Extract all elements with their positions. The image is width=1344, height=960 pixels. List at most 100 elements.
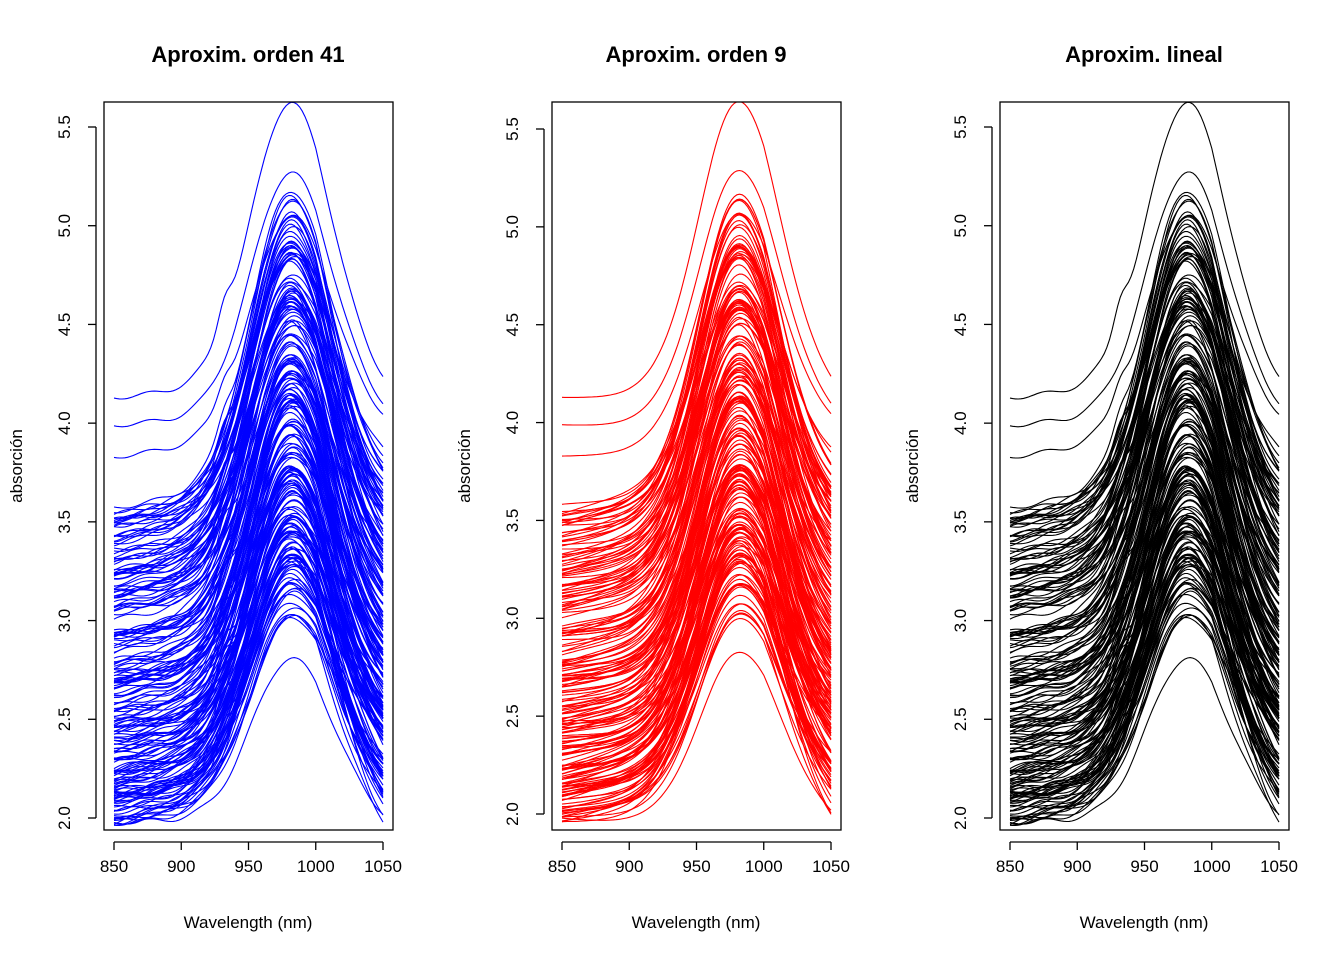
panel-2-series-line-191 xyxy=(561,375,832,610)
panel-2-y-tick-label: 5.5 xyxy=(503,117,522,141)
panel-1-y-tick-label: 3.5 xyxy=(55,510,74,534)
panel-3-series-line-164 xyxy=(1009,246,1280,524)
panel-3-series-line-185 xyxy=(1009,435,1280,738)
panel-2-series-line-205 xyxy=(561,573,832,790)
panel-2-y-tick-label: 2.0 xyxy=(503,802,522,826)
panel-1-series-line-160 xyxy=(113,557,384,808)
panel-1-series-line-164 xyxy=(113,246,384,524)
panel-3-series-line-156 xyxy=(1009,434,1280,677)
panel-3-series-line-3 xyxy=(1009,214,1280,459)
panel-1-series-line-193 xyxy=(113,593,384,800)
panel-1-series-line-91 xyxy=(113,358,384,598)
panel-3-plot-frame xyxy=(999,101,1290,831)
panel-2-title: Aproxim. orden 9 xyxy=(606,42,787,67)
panel-2-y-tick-label: 5.0 xyxy=(503,215,522,239)
panel-3-series-line-162 xyxy=(1010,257,1280,587)
panel-2-series-line-175 xyxy=(561,362,832,627)
panel-1-series-line-3 xyxy=(113,214,384,459)
panel-1-series-line-197 xyxy=(114,516,384,784)
panel-2-series-line-2 xyxy=(561,169,832,426)
panel-2-series-line-3 xyxy=(561,213,832,457)
panel-2-series-line-192 xyxy=(561,343,832,652)
panel-2-series-line-209 xyxy=(561,300,832,558)
panel-1-title: Aproxim. orden 41 xyxy=(151,42,344,67)
panel-2-series-line-212 xyxy=(561,496,832,719)
panel-2-series-line-177 xyxy=(561,391,832,696)
panel-3-series-line-198 xyxy=(1009,223,1280,538)
panel-3-x-tick-label: 1000 xyxy=(1193,857,1231,876)
panel-1-series-line-99 xyxy=(113,281,384,528)
panel-3-y-tick-label: 5.0 xyxy=(951,214,970,238)
panel-3-series-line-173 xyxy=(1009,341,1280,611)
panel-1-x-tick-label: 900 xyxy=(167,857,195,876)
panel-3-y-tick-label: 4.5 xyxy=(951,313,970,337)
panel-3-series-line-136 xyxy=(1009,200,1280,509)
panel-1-series-line-214 xyxy=(114,512,384,796)
panel-3-y-axis: 2.0 2.5 3.0 3.5 4.0 4.5 5.0 5.5 xyxy=(951,115,993,830)
panel-2-x-axis-label: Wavelength (nm) xyxy=(632,913,761,932)
panel-3-x-tick-label: 1050 xyxy=(1260,857,1298,876)
panel-3-series-line-2 xyxy=(1009,171,1280,428)
panel-1-y-tick-label: 3.0 xyxy=(55,609,74,633)
panel-2-series-line-210 xyxy=(561,422,832,728)
panel-1-series-line-181 xyxy=(113,357,384,659)
panel-2-series-line-183 xyxy=(561,212,832,542)
panel-3-series-line-194 xyxy=(1010,482,1280,749)
panel-2-series-line-155 xyxy=(561,396,832,682)
panel-2-x-tick-label: 900 xyxy=(615,857,643,876)
panel-1-x-axis: 850 900 950 1000 1050 xyxy=(100,841,402,876)
panel-1-x-tick-label: 1050 xyxy=(364,857,402,876)
panel-2-series-line-185 xyxy=(561,432,832,733)
panel-3-series-line-181 xyxy=(1009,357,1280,659)
panel-1-series-line-156 xyxy=(113,434,384,677)
panel-1-series-line-95 xyxy=(113,425,384,712)
panel-2-series-line-188 xyxy=(561,304,832,579)
panel-2-y-tick-label: 4.5 xyxy=(503,313,522,337)
panel-3-y-tick-label: 5.5 xyxy=(951,115,970,139)
panel-1-x-tick-label: 850 xyxy=(100,857,128,876)
panel-3-series-line-211 xyxy=(1009,334,1280,576)
panel-3-series-line-55 xyxy=(1009,475,1280,695)
panel-3-series-line-212 xyxy=(1010,499,1280,722)
panel-1-series-line-186 xyxy=(113,442,384,680)
panel-1-x-axis-label: Wavelength (nm) xyxy=(184,913,313,932)
panel-1-y-tick-label: 5.5 xyxy=(55,115,74,139)
panel-1-y-axis: 2.0 2.5 3.0 3.5 4.0 4.5 5.0 5.5 xyxy=(55,115,97,830)
panel-2-series-line-213 xyxy=(561,583,832,800)
panel-3-series-line-195 xyxy=(1009,468,1280,761)
panel-1-series-line-162 xyxy=(114,257,384,587)
panel-2-series-line-202 xyxy=(561,245,832,546)
panel-1-y-axis-label: absorción xyxy=(7,429,26,503)
panel-1-series-line-206 xyxy=(113,492,384,759)
panel-2-series-line-214 xyxy=(561,508,832,791)
panel-3-y-tick-label: 2.5 xyxy=(951,707,970,731)
panel-1-series-line-158 xyxy=(113,451,384,750)
panel-2-series-line-206 xyxy=(561,488,832,754)
panel-1-series-line-145 xyxy=(113,530,384,736)
panel-3-x-axis: 850 900 950 1000 1050 xyxy=(996,841,1298,876)
panel-1-series-line-205 xyxy=(113,572,384,793)
panel-1-y-tick-label: 5.0 xyxy=(55,214,74,238)
panel-2-series-line-199 xyxy=(561,323,832,556)
panel-1-curves xyxy=(113,102,384,827)
panel-1-series-line-88 xyxy=(113,602,384,796)
panel-2-series-line-207 xyxy=(561,512,832,797)
panel-1-y-tick-label: 2.5 xyxy=(55,707,74,731)
panel-3-series-line-158 xyxy=(1009,451,1280,750)
panel-2-series-line-215 xyxy=(561,391,832,672)
panel-2-series-line-201 xyxy=(561,248,832,575)
panel-3-y-tick-label: 2.0 xyxy=(951,806,970,830)
panel-3-series-line-206 xyxy=(1009,492,1280,759)
panel-1-series-line-188 xyxy=(113,305,384,580)
panel-3-series-line-214 xyxy=(1010,512,1280,796)
panel-2-series-line-136 xyxy=(561,198,832,505)
panel-3-series-line-182 xyxy=(1009,473,1280,684)
panel-2-series-line-196 xyxy=(561,402,832,666)
panel-1-series-line-185 xyxy=(113,435,384,738)
panel-3-series-line-215 xyxy=(1009,388,1280,674)
panel-2-series-line-152 xyxy=(561,610,832,818)
panel-3-series-line-203 xyxy=(1009,399,1280,683)
panel-1-series-line-152 xyxy=(113,614,384,825)
panel-1-series-line-198 xyxy=(113,223,384,538)
panel-3-series-line-199 xyxy=(1009,324,1280,560)
